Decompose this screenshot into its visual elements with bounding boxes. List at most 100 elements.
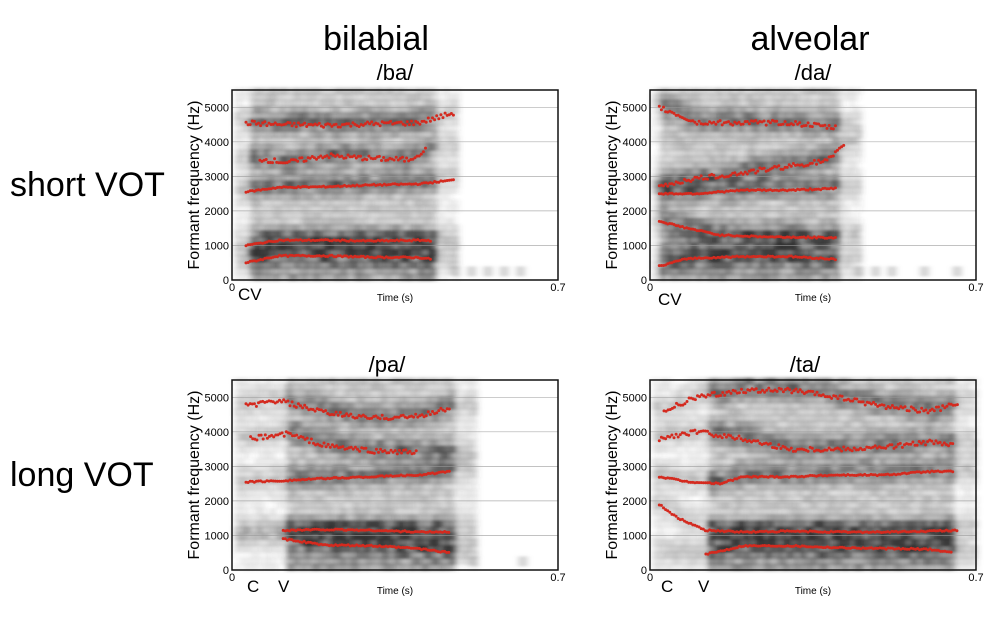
spectrogram-cell (756, 112, 762, 120)
spectrogram-cell (260, 205, 266, 213)
spectrogram-cell (659, 193, 665, 201)
spectrogram-cell (793, 168, 800, 176)
spectrogram-cell (786, 261, 792, 269)
spectrogram-cell (726, 137, 732, 145)
spectrogram-cell (409, 261, 415, 269)
spectrogram-cell (241, 249, 247, 257)
spectrogram-cell (249, 261, 255, 269)
spectrogram-cell (308, 118, 314, 126)
spectrogram-cell (241, 255, 247, 263)
spectrogram-cell (238, 118, 244, 126)
spectrogram-cell (267, 230, 274, 238)
spectrogram-cell (256, 218, 262, 225)
spectrogram-cell (820, 137, 826, 145)
spectrogram-cell (797, 224, 803, 232)
spectrogram-cell (416, 118, 423, 126)
spectrogram-cell (786, 87, 792, 95)
spectrogram-cell (741, 93, 747, 101)
spectrogram-cell (256, 274, 262, 281)
spectrogram-cell (390, 106, 396, 114)
spectrogram-cell (346, 137, 352, 145)
spectrogram-cell (779, 174, 785, 182)
spectrogram-cell (700, 249, 706, 257)
spectrogram-cell (241, 557, 247, 565)
spectrogram-cell (334, 186, 341, 194)
spectrogram-cell (756, 242, 762, 250)
spectrogram-cell (346, 162, 352, 170)
spectrogram-cell (745, 149, 751, 157)
spectrogram-cell (267, 224, 274, 232)
spectrogram-cell (260, 87, 266, 95)
y-tick-label: 5000 (623, 102, 647, 114)
spectrogram-cell (390, 131, 396, 138)
spectrogram-cell (678, 118, 684, 126)
spectrogram-cell (831, 168, 837, 176)
spectrogram-cell (383, 168, 389, 176)
spectrogram-cell (775, 168, 781, 176)
spectrogram-cell (342, 242, 348, 250)
spectrogram-cell (443, 118, 449, 126)
spectrogram-cell (808, 149, 814, 157)
spectrogram-cell (652, 162, 658, 170)
spectrogram-cell (316, 180, 322, 188)
formant-point (659, 108, 663, 112)
spectrogram-cell (764, 249, 770, 257)
formant-point (825, 126, 829, 130)
spectrogram-cell (849, 124, 855, 132)
spectrogram-cell (439, 267, 445, 275)
spectrogram-cell (428, 99, 434, 107)
spectrogram-cell (368, 230, 374, 238)
spectrogram-cell (678, 249, 684, 257)
spectrogram-cell (734, 205, 740, 213)
spectrogram-cell (734, 211, 740, 219)
spectrogram-cell (697, 186, 703, 194)
spectrogram-cell (349, 211, 355, 219)
spectrogram-cell (253, 93, 259, 101)
spectrogram-cell (241, 539, 247, 547)
spectrogram-cell (857, 205, 863, 213)
spectrogram-cell (775, 174, 781, 182)
spectrogram-cell (853, 255, 859, 263)
spectrogram-cell (801, 199, 807, 207)
spectrogram-cell (734, 143, 740, 151)
spectrogram-cell (260, 242, 266, 250)
spectrogram-cell (801, 87, 807, 95)
spectrogram-cell (767, 87, 773, 95)
formant-point (787, 254, 791, 258)
spectrogram-cell (693, 261, 699, 269)
spectrogram-cell (842, 230, 848, 238)
spectrogram-cell (689, 99, 695, 107)
spectrogram-cell (238, 211, 244, 219)
spectrogram-cell (312, 255, 318, 263)
formant-point (819, 124, 823, 128)
formant-point (435, 180, 439, 184)
spectrogram-cell (741, 224, 747, 232)
spectrogram-cell (402, 174, 408, 182)
spectrogram-cell (793, 87, 800, 95)
spectrogram-cell (704, 267, 710, 275)
spectrogram-cell (305, 274, 311, 281)
spectrogram-cell (308, 261, 314, 269)
spectrogram-cell (245, 211, 251, 219)
spectrogram-cell (331, 106, 337, 114)
spectrogram-cell (834, 267, 841, 275)
spectrogram-cell (674, 180, 680, 188)
spectrogram-cell (846, 242, 852, 250)
spectrogram-cell (402, 137, 408, 145)
spectrogram-cell (238, 267, 244, 275)
spectrogram-cell (827, 205, 833, 213)
spectrogram-cell (234, 143, 240, 151)
spectrogram-cell (364, 99, 370, 107)
formant-point (325, 154, 329, 158)
spectrogram-cell (305, 143, 311, 151)
formant-tracks (244, 111, 455, 265)
spectrogram-cell (700, 137, 706, 145)
spectrogram-cell (834, 124, 841, 132)
spectrogram-cell (801, 236, 807, 244)
row-label-long-vot: long VOT (10, 456, 154, 494)
spectrogram-cell (674, 149, 680, 157)
spectrogram-cell (256, 249, 262, 257)
spectrogram-cell (282, 199, 288, 207)
spectrogram-cell (708, 112, 714, 120)
spectrogram-cell (663, 87, 669, 95)
